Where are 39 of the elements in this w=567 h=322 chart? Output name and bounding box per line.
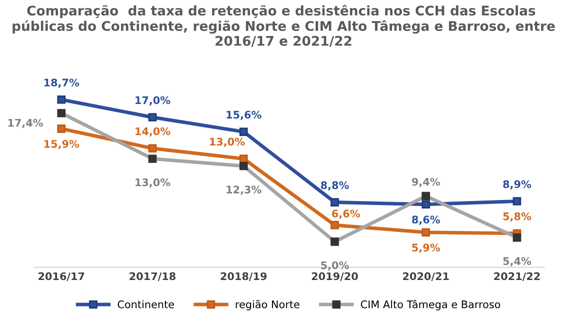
x-tick-label: 2021/22 [494, 272, 540, 282]
data-label: 5,0% [321, 261, 349, 271]
data-label: 8,9% [503, 180, 532, 190]
data-label: 14,0% [136, 127, 170, 137]
point [330, 198, 339, 206]
data-label: 17,0% [136, 96, 170, 106]
data-label: 17,4% [8, 118, 43, 128]
data-label: 15,9% [44, 140, 80, 150]
chart-title: Comparação da taxa de retenção e desistência nos CCH das Escolas públicas do Continente, região Norte e CIM Alto Tâmega e Barroso, entre 2016/17 e 2021/22 [12, 4, 555, 47]
legend-label: Continente [118, 300, 174, 308]
point [148, 144, 157, 153]
x-tick-label: 2019/20 [312, 272, 358, 282]
point [57, 124, 66, 133]
point [148, 113, 157, 122]
legend-label: CIM Alto Tâmega e Barroso [360, 300, 500, 310]
data-label: 13,0% [210, 138, 245, 147]
data-label: 15,6% [226, 110, 262, 120]
x-tick-label: 2017/18 [130, 272, 176, 282]
point [57, 95, 66, 104]
legend-label: região Norte [236, 300, 300, 310]
data-label: 6,6% [332, 210, 360, 219]
x-tick-label: 2020/21 [403, 272, 449, 282]
point [239, 154, 248, 163]
point [422, 200, 430, 209]
x-tick-label: 2016/17 [38, 272, 84, 282]
data-label: 13,0% [136, 178, 170, 188]
data-label: 8,8% [320, 181, 349, 190]
data-label: 5,4% [503, 257, 532, 266]
x-tick-label: 2018/19 [220, 272, 267, 282]
data-label: 8,6% [412, 216, 440, 225]
point [239, 128, 248, 136]
point [422, 228, 430, 237]
data-label: 5,8% [503, 212, 532, 222]
data-label: 12,3% [226, 186, 262, 195]
data-label: 18,7% [44, 78, 80, 88]
point [512, 197, 522, 206]
data-label: 5,9% [412, 244, 440, 253]
point [330, 220, 339, 230]
data-label: 9,4% [412, 178, 440, 188]
